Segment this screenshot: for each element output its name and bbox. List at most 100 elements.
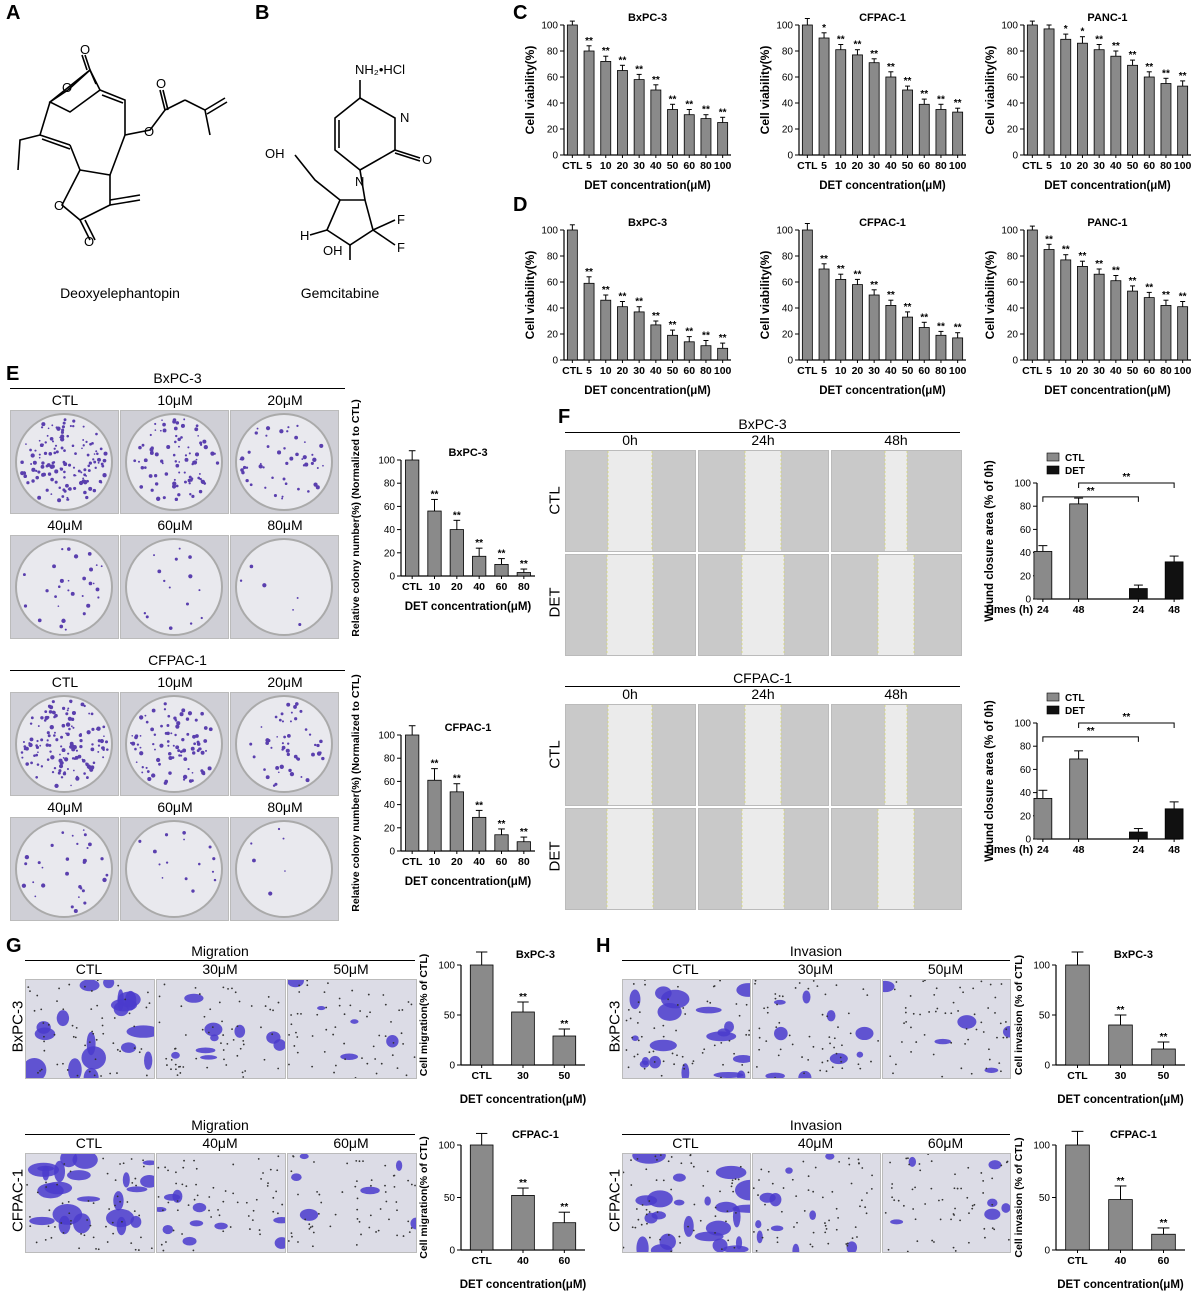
colony (37, 495, 42, 500)
colony (48, 710, 53, 714)
membrane-pore (74, 1036, 77, 1039)
colony (64, 628, 67, 631)
membrane-pore (774, 1076, 776, 1078)
colony (104, 740, 109, 744)
colony (26, 481, 30, 485)
significance-label: ** (920, 312, 928, 323)
colony (23, 745, 27, 749)
x-tick-label: 80 (1160, 365, 1172, 377)
membrane-pore (828, 1219, 830, 1222)
membrane-pore (862, 988, 865, 991)
colony (53, 734, 56, 737)
y-tick-label: 100 (1033, 961, 1050, 972)
membrane-pore (309, 1226, 312, 1229)
colony (46, 731, 50, 735)
membrane-pore (954, 1173, 956, 1176)
bar (1151, 1048, 1176, 1066)
membrane-pore (62, 1062, 64, 1065)
membrane-pore (877, 1039, 880, 1042)
det-atom-o3: O (144, 124, 154, 139)
colony (187, 767, 190, 771)
colony (97, 596, 100, 599)
bar (472, 555, 487, 577)
y-tick-label: 0 (552, 151, 558, 162)
membrane-pore (70, 1219, 72, 1222)
colony (163, 579, 166, 583)
membrane-pore (221, 1020, 223, 1023)
bar (1065, 964, 1090, 1066)
membrane-pore (732, 1190, 735, 1193)
colony (181, 737, 185, 742)
membrane-pore (861, 1167, 864, 1169)
colony (140, 466, 145, 470)
membrane-pore (924, 980, 926, 982)
membrane-pore (165, 1241, 167, 1243)
membrane-pore (812, 1231, 815, 1234)
membrane-pore (407, 1220, 410, 1223)
membrane-pore (623, 1171, 625, 1174)
membrane-pore (145, 1074, 148, 1077)
colony (203, 482, 206, 485)
x-tick-label: 50 (558, 1070, 570, 1082)
membrane-pore (645, 1208, 648, 1211)
x-tick-label: 80 (518, 581, 530, 593)
membrane-pore (934, 1010, 937, 1013)
colony (81, 889, 85, 893)
significance-label: ** (1145, 62, 1153, 73)
e-cfpac1-title: CFPAC-1 (148, 652, 207, 668)
membrane-pore (369, 1214, 372, 1217)
membrane-pore (181, 1233, 183, 1235)
colony (68, 463, 72, 467)
y-tick-label: 50 (1039, 1011, 1051, 1022)
colony (239, 458, 242, 461)
stained-cell (299, 1208, 319, 1221)
stained-cell (856, 1051, 864, 1058)
membrane-pore (933, 994, 936, 996)
stained-cell (200, 1055, 218, 1060)
colony (316, 743, 320, 748)
membrane-pore (796, 1221, 798, 1224)
colony (311, 752, 315, 757)
x-tick-label: CTL (1067, 1255, 1088, 1267)
membrane-pore (809, 1243, 812, 1246)
colony (135, 761, 138, 764)
colony (33, 754, 36, 757)
membrane-pore (846, 1244, 849, 1247)
colony (245, 466, 249, 469)
colony (81, 758, 86, 763)
membrane-pore (130, 1158, 133, 1160)
x-tick-label: CTL (402, 856, 423, 868)
colony (161, 877, 164, 879)
colony-dish-image (120, 692, 229, 796)
f-bxpc3-divider (565, 432, 960, 433)
membrane-pore (922, 980, 925, 983)
colony (40, 765, 44, 768)
colony (44, 715, 49, 720)
colony (82, 425, 85, 428)
x-tick-label: 20 (617, 160, 629, 172)
stained-cell (288, 980, 304, 988)
membrane-pore (897, 1199, 900, 1202)
membrane-pore (870, 1060, 872, 1063)
membrane-pore (654, 1155, 657, 1158)
membrane-pore (960, 1187, 963, 1190)
membrane-pore (211, 1026, 214, 1029)
membrane-pore (682, 1007, 685, 1009)
y-tick-label: 40 (782, 304, 794, 315)
colony (37, 751, 39, 754)
stained-cell (189, 1220, 204, 1227)
colony (50, 755, 55, 760)
x-tick-label: 40 (1110, 160, 1122, 172)
x-tick-label: 20 (617, 365, 629, 377)
x-tick-label: 100 (949, 160, 967, 172)
membrane-pore (679, 1241, 682, 1244)
colony (164, 833, 169, 837)
colony (54, 469, 59, 474)
membrane-pore (380, 1062, 383, 1065)
membrane-pore (693, 1203, 696, 1206)
membrane-pore (919, 1013, 921, 1016)
det-atom-o1: O (80, 42, 90, 57)
x-tick-label: 30 (1115, 1070, 1127, 1082)
membrane-pore (870, 1187, 873, 1190)
